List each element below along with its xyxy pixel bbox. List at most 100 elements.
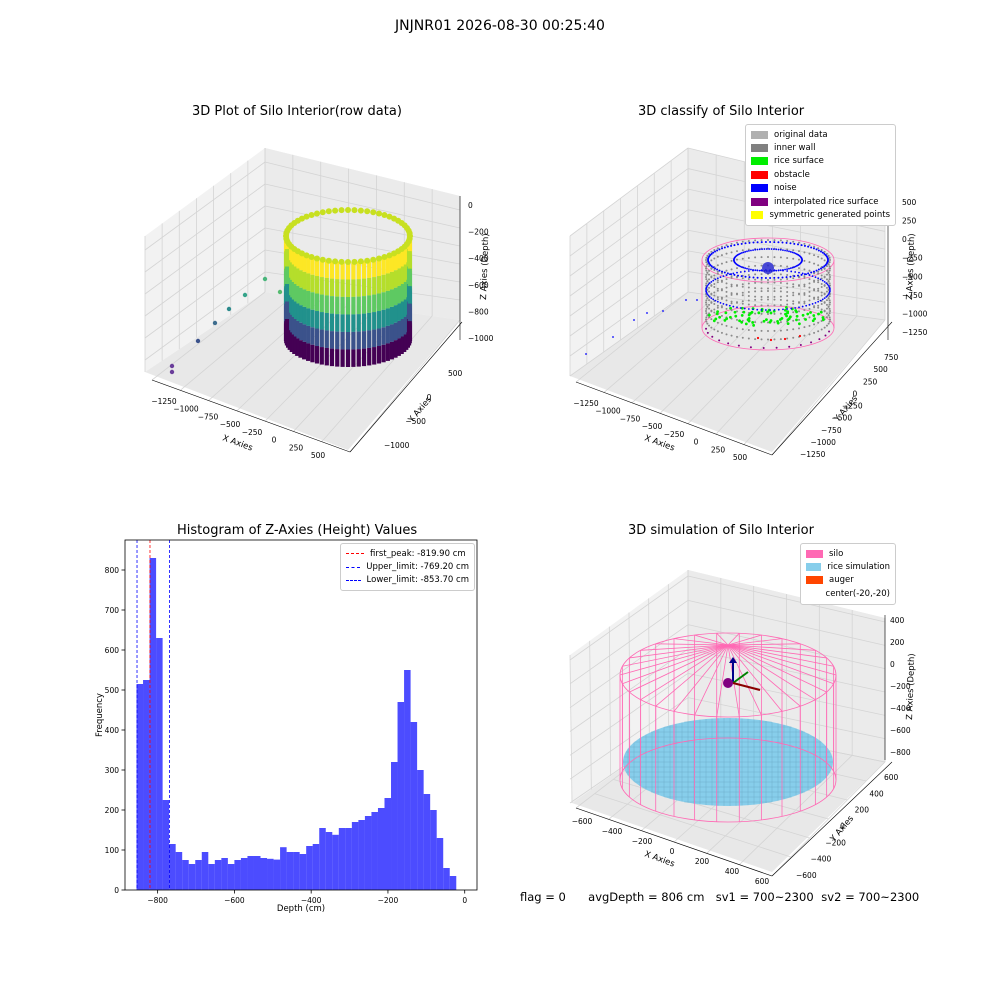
wall-point [730, 293, 733, 296]
noise-point [721, 247, 724, 250]
noise-point [784, 249, 786, 252]
wall-point [747, 329, 750, 332]
wall-point [820, 269, 823, 271]
wall-point [792, 291, 795, 294]
noise-point [728, 273, 731, 276]
legend-swatch-icon [751, 211, 764, 220]
rice-surface-point [738, 319, 741, 323]
wall-point [713, 269, 716, 271]
noise-point [801, 305, 804, 308]
grid-line [349, 319, 461, 453]
noise-point [744, 267, 747, 270]
stray-noise-point [662, 310, 664, 312]
status-footer: flag = 0 avgDepth = 806 cm sv1 = 700~230… [520, 890, 923, 904]
noise-point [740, 275, 743, 278]
wall-point [817, 264, 820, 267]
wall-point [747, 303, 750, 306]
legend-line-icon [346, 553, 364, 555]
simulation-legend: silo rice simulation auger center(-20,-20) [800, 543, 896, 605]
noise-point [793, 242, 796, 245]
panel-classify: 3D classify of Silo Interior −1250 −1000−… [500, 0, 1000, 480]
silo-roof-wire [727, 644, 783, 712]
noise-point [789, 267, 792, 270]
histogram-bar [280, 847, 287, 890]
wall-point [792, 311, 795, 314]
noise-point [775, 269, 778, 272]
wall-point [716, 281, 719, 284]
wall-point [827, 322, 830, 325]
wall-point [808, 324, 811, 327]
wall-point [713, 303, 716, 305]
wall-point [747, 286, 750, 289]
legend-swatch-icon [806, 576, 823, 585]
noise-point [782, 269, 784, 272]
wall-point [705, 273, 708, 276]
axis-tick-label: −400 [468, 254, 489, 263]
wall-point [779, 290, 782, 293]
raw-point [298, 215, 305, 222]
wall-point [725, 307, 728, 310]
legend-label: obstacle [774, 169, 810, 180]
legend-entry: interpolated rice surface [751, 195, 890, 208]
wall-point [767, 281, 769, 284]
wall-point [705, 301, 707, 304]
noise-point [712, 266, 715, 269]
wall-point [828, 269, 831, 272]
axis-tick-label: −400 [811, 855, 832, 864]
wall-point [820, 303, 823, 305]
axis-tick-label: 0 [427, 393, 432, 402]
noise-point [752, 276, 755, 279]
legend-swatch-icon [751, 157, 768, 166]
noise-point [791, 251, 794, 254]
wall-point [779, 298, 782, 301]
grid-line [569, 188, 689, 277]
axis-tick-label: 500 [311, 451, 326, 460]
wall-point [708, 252, 711, 255]
wall-point [773, 295, 776, 298]
noise-point [756, 276, 759, 279]
wall-point [803, 283, 806, 286]
wall-point [828, 256, 831, 259]
wall-point [725, 295, 728, 298]
axis-tick-label: 250 [289, 443, 304, 452]
noise-point [782, 308, 784, 311]
rice-surface-point [733, 310, 737, 314]
raw-point [308, 211, 315, 218]
wall-point [705, 267, 707, 270]
histogram-bar [430, 810, 437, 890]
noise-point [740, 242, 743, 245]
wall-point [825, 324, 828, 327]
wall-point [808, 278, 811, 281]
wall-point [786, 295, 789, 298]
wall-point [808, 252, 811, 255]
wall-point [792, 294, 795, 297]
panel-simulation: 3D simulation of Silo Interior −600 −400−… [500, 500, 1000, 900]
wall-point [817, 281, 820, 284]
rice-surface-point [812, 314, 816, 317]
wall-point [825, 303, 828, 306]
axis-tick-label: 0 [468, 201, 473, 210]
wall-point [827, 297, 830, 300]
histogram-bar [404, 670, 411, 890]
noise-point [786, 249, 788, 252]
histogram-bar [240, 858, 248, 890]
wall-point [829, 310, 831, 312]
obstacle-point [769, 338, 773, 342]
wall-point [710, 318, 713, 321]
noise-point [758, 248, 761, 251]
noise-point [821, 251, 824, 254]
wall-point [754, 256, 757, 259]
wall-point [817, 330, 820, 333]
grid-line [144, 183, 266, 273]
wall-point [760, 281, 763, 284]
rice-surface-point [724, 311, 728, 315]
noise-point [732, 305, 735, 308]
wall-point [754, 312, 757, 315]
grid-line [687, 648, 886, 693]
obstacle-point [783, 337, 787, 341]
wall-point [813, 254, 816, 257]
wall-point [767, 330, 769, 332]
panel-histogram: Histogram of Z-Axies (Height) Values −80… [0, 500, 500, 930]
wall-point [829, 259, 831, 261]
